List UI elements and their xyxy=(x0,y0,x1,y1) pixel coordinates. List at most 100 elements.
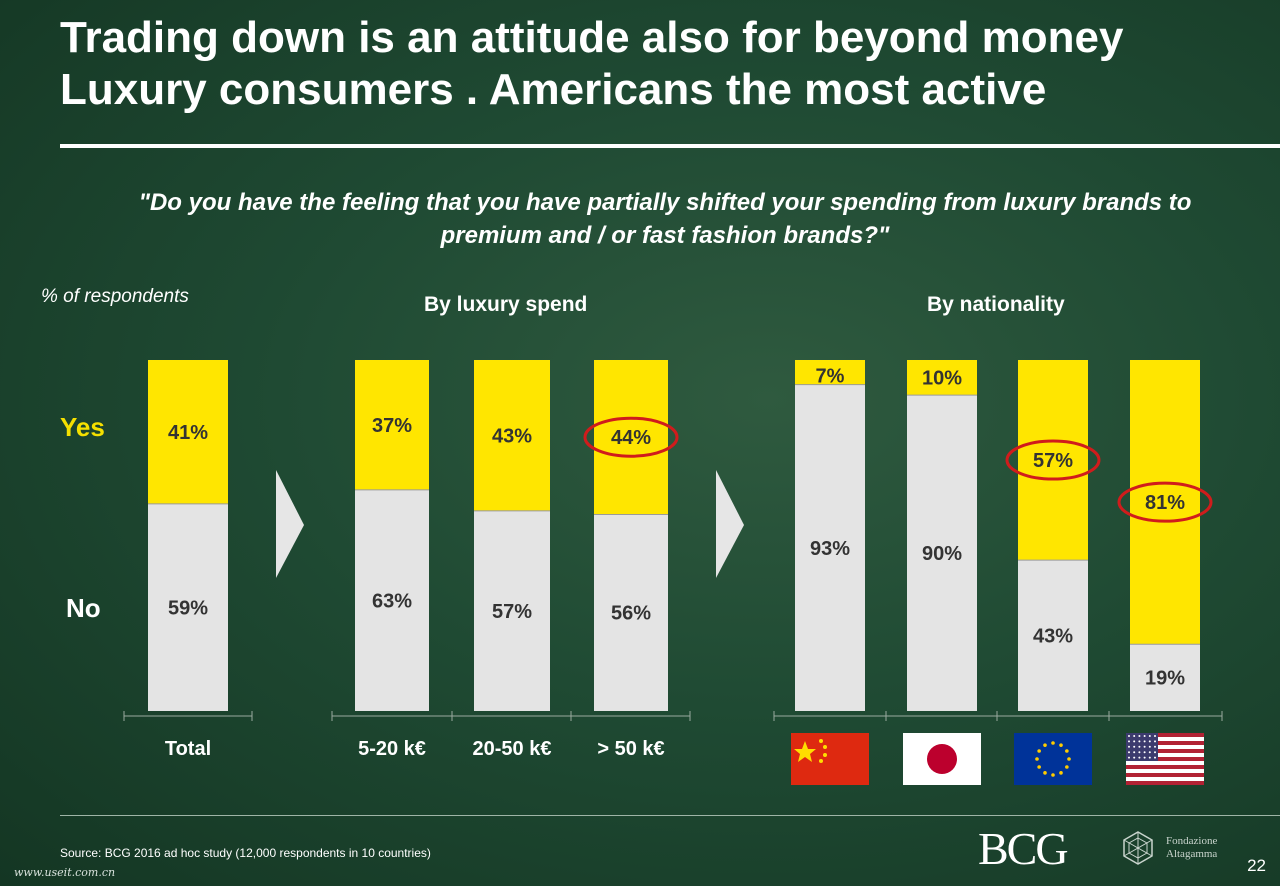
eu-flag-star xyxy=(1065,765,1069,769)
altagamma-logo-text: Fondazione Altagamma xyxy=(1166,835,1217,861)
usa-flag-stripe xyxy=(1126,749,1204,753)
altagamma-line-1: Fondazione xyxy=(1166,835,1218,847)
bar-yes xyxy=(795,360,865,385)
china-flag-small-star xyxy=(823,753,827,757)
usa-flag-star xyxy=(1143,751,1146,754)
japan-flag-disc xyxy=(927,744,957,774)
usa-flag-stripe xyxy=(1126,765,1204,769)
eu-flag-star xyxy=(1067,757,1071,761)
usa-flag-star xyxy=(1143,740,1146,743)
usa-flag-star xyxy=(1128,756,1130,759)
usa-flag-star xyxy=(1138,756,1141,759)
footer-divider xyxy=(60,815,1280,816)
eu-flag-star xyxy=(1037,749,1041,753)
usa-flag-star xyxy=(1143,745,1146,748)
chevron-right-icon xyxy=(716,470,744,578)
data-label-yes: 81% xyxy=(1145,492,1185,514)
legend-no: No xyxy=(66,593,101,623)
usa-flag-star xyxy=(1133,735,1136,737)
usa-flag-star xyxy=(1148,756,1151,759)
bar-yes xyxy=(474,360,550,511)
usa-flag-star xyxy=(1138,745,1141,748)
altagamma-logo-icon xyxy=(1123,831,1153,865)
title-line-1: Trading down is an attitude also for bey… xyxy=(60,13,1124,62)
data-label-no: 63% xyxy=(372,590,412,612)
usa-flag-star xyxy=(1128,751,1130,754)
legend-yes: Yes xyxy=(60,412,105,442)
usa-flag-star xyxy=(1128,745,1130,748)
altagamma-line-2: Altagamma xyxy=(1166,848,1218,860)
data-label-no: 56% xyxy=(611,603,651,625)
usa-flag-star xyxy=(1154,735,1156,737)
data-label-no: 57% xyxy=(492,601,532,623)
data-label-yes: 10% xyxy=(922,368,962,390)
category-label: > 50 k€ xyxy=(597,738,664,760)
watermark: www.useit.com.cn xyxy=(14,866,116,879)
eu-flag-star xyxy=(1035,757,1039,761)
category-label: Total xyxy=(165,738,211,760)
data-label-yes: 57% xyxy=(1033,450,1073,472)
usa-flag-star xyxy=(1128,740,1130,743)
data-label-yes: 7% xyxy=(816,366,845,388)
usa-flag-stripe xyxy=(1126,773,1204,777)
highlight-circle xyxy=(583,416,679,458)
bar-yes xyxy=(1130,360,1200,645)
usa-flag-stripe xyxy=(1126,741,1204,745)
eu-flag-star xyxy=(1043,743,1047,747)
usa-flag-star xyxy=(1154,751,1156,754)
china-flag-star xyxy=(794,741,816,762)
usa-flag-star xyxy=(1133,756,1136,759)
usa-flag-star xyxy=(1148,745,1151,748)
data-label-no: 90% xyxy=(922,543,962,565)
bar-no xyxy=(795,384,865,711)
bar-yes xyxy=(1018,360,1088,561)
usa-flag-stripe xyxy=(1126,757,1204,761)
usa-flag-star xyxy=(1138,740,1141,743)
eu-flag-star xyxy=(1051,741,1055,745)
bar-no xyxy=(907,395,977,711)
usa-flag-star xyxy=(1154,740,1156,743)
bar-no xyxy=(1018,560,1088,711)
data-label-no: 19% xyxy=(1145,668,1185,690)
eu-flag-star xyxy=(1037,765,1041,769)
usa-flag-star xyxy=(1133,740,1136,743)
usa-flag-star xyxy=(1128,735,1130,737)
bar-no xyxy=(594,514,668,711)
title-line-2: Luxury consumers . Americans the most ac… xyxy=(60,65,1047,114)
usa-flag-star xyxy=(1143,756,1146,759)
bar-no xyxy=(1130,644,1200,711)
data-label-yes: 43% xyxy=(492,425,532,447)
highlight-circle xyxy=(1005,439,1101,481)
eu-flag-star xyxy=(1051,773,1055,777)
title-divider xyxy=(60,144,1280,148)
survey-question: "Do you have the feeling that you have p… xyxy=(138,189,1192,249)
usa-flag-star xyxy=(1138,735,1141,737)
page-title: Trading down is an attitude also for bey… xyxy=(60,12,1240,116)
usa-flag-stripe xyxy=(1126,733,1204,737)
eu-flag-star xyxy=(1059,743,1063,747)
section-title-luxury-spend: By luxury spend xyxy=(424,293,588,316)
china-flag-small-star xyxy=(819,739,823,743)
eu-flag-star xyxy=(1065,749,1069,753)
usa-flag-star xyxy=(1154,745,1156,748)
usa-flag-star xyxy=(1148,735,1151,737)
bar-no xyxy=(474,510,550,711)
source-note: Source: BCG 2016 ad hoc study (12,000 re… xyxy=(60,846,431,860)
usa-flag-star xyxy=(1138,751,1141,754)
china-flag-icon xyxy=(791,733,869,785)
usa-flag-canton xyxy=(1126,733,1158,761)
chevron-right-icon xyxy=(276,470,304,578)
china-flag-small-star xyxy=(819,759,823,763)
bar-yes xyxy=(907,360,977,396)
category-label: 20-50 k€ xyxy=(473,738,552,760)
usa-flag-star xyxy=(1154,756,1156,759)
section-title-nationality: By nationality xyxy=(927,293,1065,316)
data-label-yes: 41% xyxy=(168,422,208,444)
data-label-yes: 44% xyxy=(611,427,651,449)
bar-yes xyxy=(355,360,429,490)
usa-flag-star xyxy=(1133,751,1136,754)
bcg-logo: BCG xyxy=(978,823,1069,874)
eu-flag-star xyxy=(1043,771,1047,775)
eu-flag-star xyxy=(1059,771,1063,775)
